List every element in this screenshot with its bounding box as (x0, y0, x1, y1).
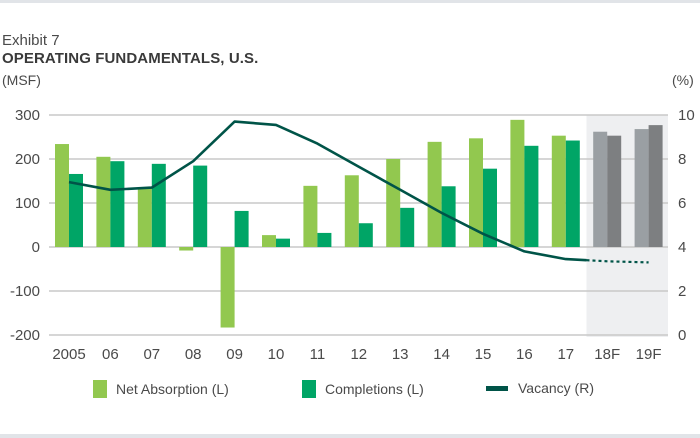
x-tick-label: 11 (310, 346, 326, 363)
net-absorption-bar (303, 185, 318, 247)
completions-bar (607, 135, 622, 247)
net-absorption-swatch (93, 380, 107, 398)
y2-tick-label: 0 (678, 327, 686, 344)
completions-swatch (302, 380, 316, 398)
legend-item-completions: Completions (L) (302, 380, 424, 398)
net-absorption-bar (220, 247, 235, 328)
x-tick-label: 07 (143, 346, 160, 363)
legend-label: Net Absorption (L) (116, 381, 229, 397)
net-absorption-bar (551, 135, 566, 247)
net-absorption-bar (55, 144, 69, 247)
y-tick-label: -200 (10, 327, 40, 344)
completions-bar (524, 145, 539, 247)
y-tick-label: 100 (15, 195, 40, 212)
x-tick-label: 09 (226, 346, 243, 363)
chart-title: OPERATING FUNDAMENTALS, U.S. (2, 50, 259, 67)
completions-bar (69, 173, 83, 247)
x-tick-label: 06 (102, 346, 119, 363)
completions-bar (648, 125, 663, 247)
net-absorption-bar (427, 141, 442, 247)
net-absorption-bar (96, 156, 111, 247)
x-tick-label: 12 (350, 346, 367, 363)
x-tick-label: 08 (185, 346, 202, 363)
y-tick-label: 0 (32, 239, 40, 256)
top-border (0, 0, 700, 3)
legend-label: Completions (L) (325, 381, 424, 397)
completions-bar (193, 165, 208, 247)
vacancy-swatch (486, 385, 508, 391)
net-absorption-bar (262, 235, 276, 247)
net-absorption-bar (344, 175, 359, 247)
completions-bar (483, 168, 497, 247)
completions-bar (565, 140, 580, 247)
y2-tick-label: 4 (678, 239, 686, 256)
net-absorption-bar (634, 129, 649, 247)
x-tick-label: 18F (594, 346, 620, 363)
net-absorption-bar (469, 138, 483, 247)
net-absorption-bar (386, 159, 401, 247)
x-tick-label: 13 (392, 346, 409, 363)
x-tick-label: 16 (516, 346, 533, 363)
completions-bar (234, 210, 249, 247)
net-absorption-bar (593, 131, 608, 247)
right-axis-unit: (%) (672, 72, 694, 88)
x-tick-label: 14 (433, 346, 450, 363)
x-tick-label: 19F (636, 346, 662, 363)
y-tick-label: 300 (15, 107, 40, 124)
completions-bar (110, 161, 125, 247)
y-tick-label: -100 (10, 283, 40, 300)
y-tick-label: 200 (15, 151, 40, 168)
completions-bar (317, 232, 332, 247)
x-tick-label: 2005 (52, 346, 85, 363)
exhibit-label: Exhibit 7 (2, 32, 60, 49)
legend: Net Absorption (L) Completions (L) Vacan… (0, 380, 700, 402)
legend-item-net-absorption: Net Absorption (L) (93, 380, 229, 398)
y2-tick-label: 2 (678, 283, 686, 300)
x-tick-label: 15 (475, 346, 492, 363)
vacancy-line (68, 120, 587, 262)
net-absorption-bar (179, 247, 194, 251)
net-absorption-bar (137, 187, 152, 247)
y2-tick-label: 10 (678, 107, 695, 124)
left-axis-unit: (MSF) (2, 72, 41, 88)
legend-label: Vacancy (R) (518, 380, 594, 396)
legend-item-vacancy: Vacancy (R) (486, 380, 594, 396)
net-absorption-bar (510, 119, 525, 247)
y2-tick-label: 8 (678, 151, 686, 168)
x-tick-label: 17 (557, 346, 574, 363)
completions-bar (400, 207, 415, 247)
bottom-border (0, 434, 700, 438)
completions-bar (276, 238, 290, 247)
y2-tick-label: 6 (678, 195, 686, 212)
vacancy-forecast-line (586, 259, 649, 264)
completions-bar (358, 223, 373, 247)
completions-bar (151, 163, 166, 247)
x-tick-label: 10 (268, 346, 285, 363)
